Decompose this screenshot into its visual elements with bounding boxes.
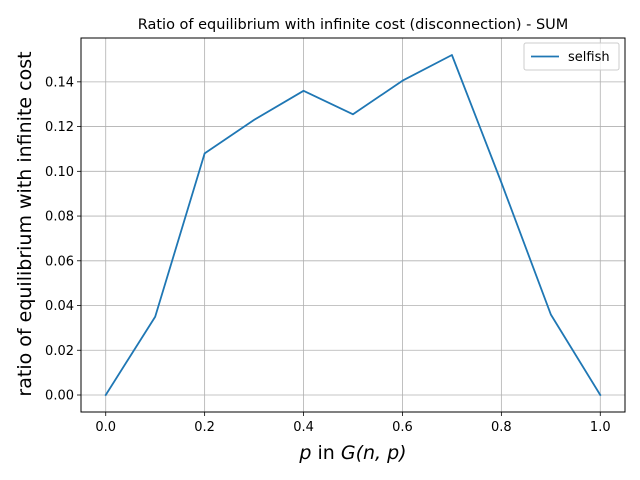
x-axis-label: p in G(n, p) xyxy=(298,442,406,464)
y-tick-label: 0.10 xyxy=(45,165,74,180)
x-tick-label: 0.8 xyxy=(491,420,512,435)
x-tick-label: 0.2 xyxy=(194,420,215,435)
series-line-selfish xyxy=(104,54,602,397)
x-axis-label-variable: p xyxy=(298,442,311,464)
y-tick-label: 0.14 xyxy=(45,75,74,90)
y-tick-label: 0.06 xyxy=(45,254,74,269)
plot-area xyxy=(104,54,602,397)
y-tick-label: 0.12 xyxy=(45,120,74,135)
legend-entry-selfish: selfish xyxy=(568,50,610,65)
legend-box xyxy=(523,42,620,71)
y-tick-label: 0.04 xyxy=(45,299,74,314)
x-axis-ticks: 0.0 0.2 0.4 0.6 0.8 1.0 xyxy=(95,412,611,435)
x-tick-label: 1.0 xyxy=(590,420,611,435)
x-tick-label: 0.6 xyxy=(392,420,413,435)
y-axis-label: ratio of equilibrium with infinite cost xyxy=(14,51,36,396)
x-tick-label: 0.4 xyxy=(293,420,314,435)
y-tick-label: 0.08 xyxy=(45,210,74,225)
y-axis-ticks: 0.00 0.02 0.04 0.06 0.08 0.10 0.12 0.14 xyxy=(45,75,81,404)
legend: selfish xyxy=(523,42,620,71)
y-tick-label: 0.02 xyxy=(45,344,74,359)
axes-frame xyxy=(80,37,626,413)
x-axis-label-graph: G(n, p) xyxy=(341,442,407,464)
x-axis-label-connector: in xyxy=(311,442,340,464)
x-tick-label: 0.0 xyxy=(95,420,116,435)
grid-lines xyxy=(81,38,625,412)
y-tick-label: 0.00 xyxy=(45,389,74,404)
chart-title: Ratio of equilibrium with infinite cost … xyxy=(138,17,569,33)
